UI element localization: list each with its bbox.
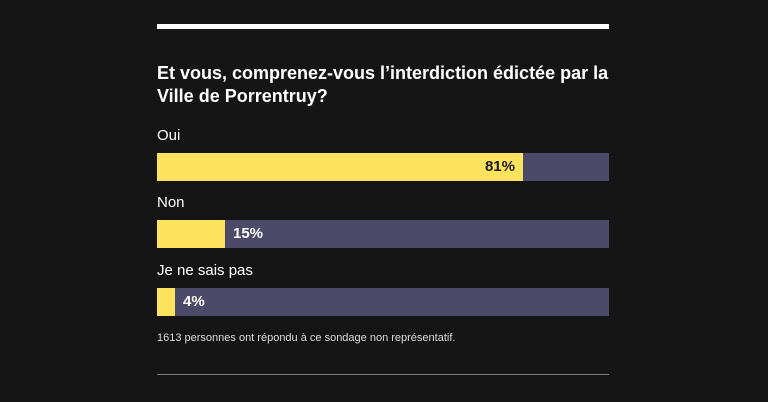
poll-question: Et vous, comprenez-vous l’interdiction é… (157, 63, 609, 106)
option-bar-oui[interactable]: 81% (157, 153, 609, 181)
option-bar-fill (157, 288, 175, 316)
option-label-je-ne-sais-pas: Je ne sais pas (157, 262, 253, 279)
option-label-oui: Oui (157, 127, 181, 144)
option-bar-fill (157, 220, 225, 248)
option-percent: 4% (183, 293, 205, 310)
option-bar-non[interactable]: 15% (157, 220, 609, 248)
option-percent: 81% (484, 158, 515, 175)
top-divider (157, 24, 609, 29)
poll-footnote: 1613 personnes ont répondu à ce sondage … (157, 332, 456, 344)
bottom-divider (157, 374, 609, 375)
option-bar-fill (157, 153, 523, 181)
option-label-non: Non (157, 194, 185, 211)
poll-widget: Et vous, comprenez-vous l’interdiction é… (157, 0, 609, 402)
option-percent: 15% (233, 225, 264, 242)
option-bar-je-ne-sais-pas[interactable]: 4% (157, 288, 609, 316)
